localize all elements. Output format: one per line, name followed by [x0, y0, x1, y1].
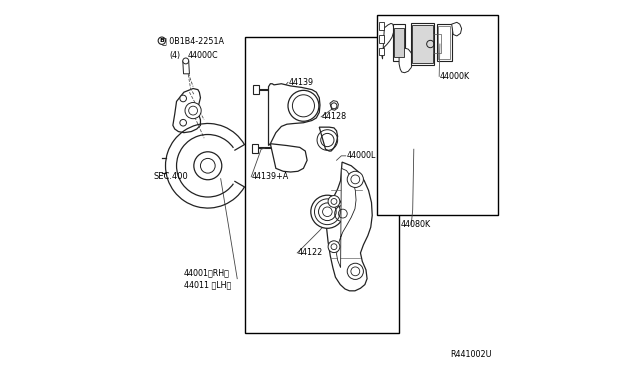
Circle shape — [328, 241, 340, 253]
Polygon shape — [337, 169, 356, 268]
Text: Ⓑ 0B1B4-2251A: Ⓑ 0B1B4-2251A — [162, 36, 224, 45]
Polygon shape — [269, 84, 320, 145]
Polygon shape — [437, 24, 452, 61]
Circle shape — [180, 119, 186, 126]
Circle shape — [348, 263, 364, 279]
Text: 44139: 44139 — [289, 78, 314, 87]
Text: 44128: 44128 — [322, 112, 347, 121]
Polygon shape — [452, 22, 461, 36]
Text: 44001〈RH〉: 44001〈RH〉 — [184, 268, 230, 277]
Circle shape — [348, 171, 364, 187]
Polygon shape — [326, 162, 372, 291]
Circle shape — [311, 195, 344, 228]
Polygon shape — [252, 144, 258, 153]
Circle shape — [328, 196, 340, 207]
Polygon shape — [382, 23, 394, 59]
Bar — [433, 35, 441, 53]
Circle shape — [194, 152, 222, 180]
Bar — [438, 26, 450, 59]
Text: 44122: 44122 — [298, 248, 323, 257]
Circle shape — [158, 37, 166, 44]
Text: 44139+A: 44139+A — [252, 172, 289, 181]
Polygon shape — [253, 85, 259, 94]
Circle shape — [183, 58, 189, 64]
Polygon shape — [412, 25, 433, 63]
Polygon shape — [173, 89, 200, 133]
Circle shape — [335, 205, 351, 222]
Text: 44000K: 44000K — [440, 72, 470, 81]
Circle shape — [288, 90, 319, 121]
Polygon shape — [394, 28, 404, 57]
Text: (4): (4) — [169, 51, 180, 60]
Polygon shape — [183, 61, 189, 74]
Text: B: B — [159, 38, 164, 43]
Text: 44000L: 44000L — [346, 151, 376, 160]
Polygon shape — [393, 24, 404, 61]
Bar — [377, 15, 499, 215]
Polygon shape — [330, 101, 339, 110]
Text: 44000C: 44000C — [188, 51, 218, 60]
Polygon shape — [379, 35, 385, 42]
Polygon shape — [379, 22, 385, 30]
Polygon shape — [379, 48, 385, 55]
Text: 44011 〈LH〉: 44011 〈LH〉 — [184, 281, 231, 290]
Text: 44080K: 44080K — [400, 220, 430, 229]
Circle shape — [185, 103, 201, 119]
Polygon shape — [399, 48, 413, 73]
Polygon shape — [319, 127, 338, 151]
Bar — [244, 37, 399, 333]
Text: R441002U: R441002U — [451, 350, 492, 359]
Polygon shape — [270, 144, 307, 172]
Circle shape — [180, 95, 186, 102]
Polygon shape — [412, 23, 434, 65]
Text: SEC.400: SEC.400 — [154, 172, 189, 181]
